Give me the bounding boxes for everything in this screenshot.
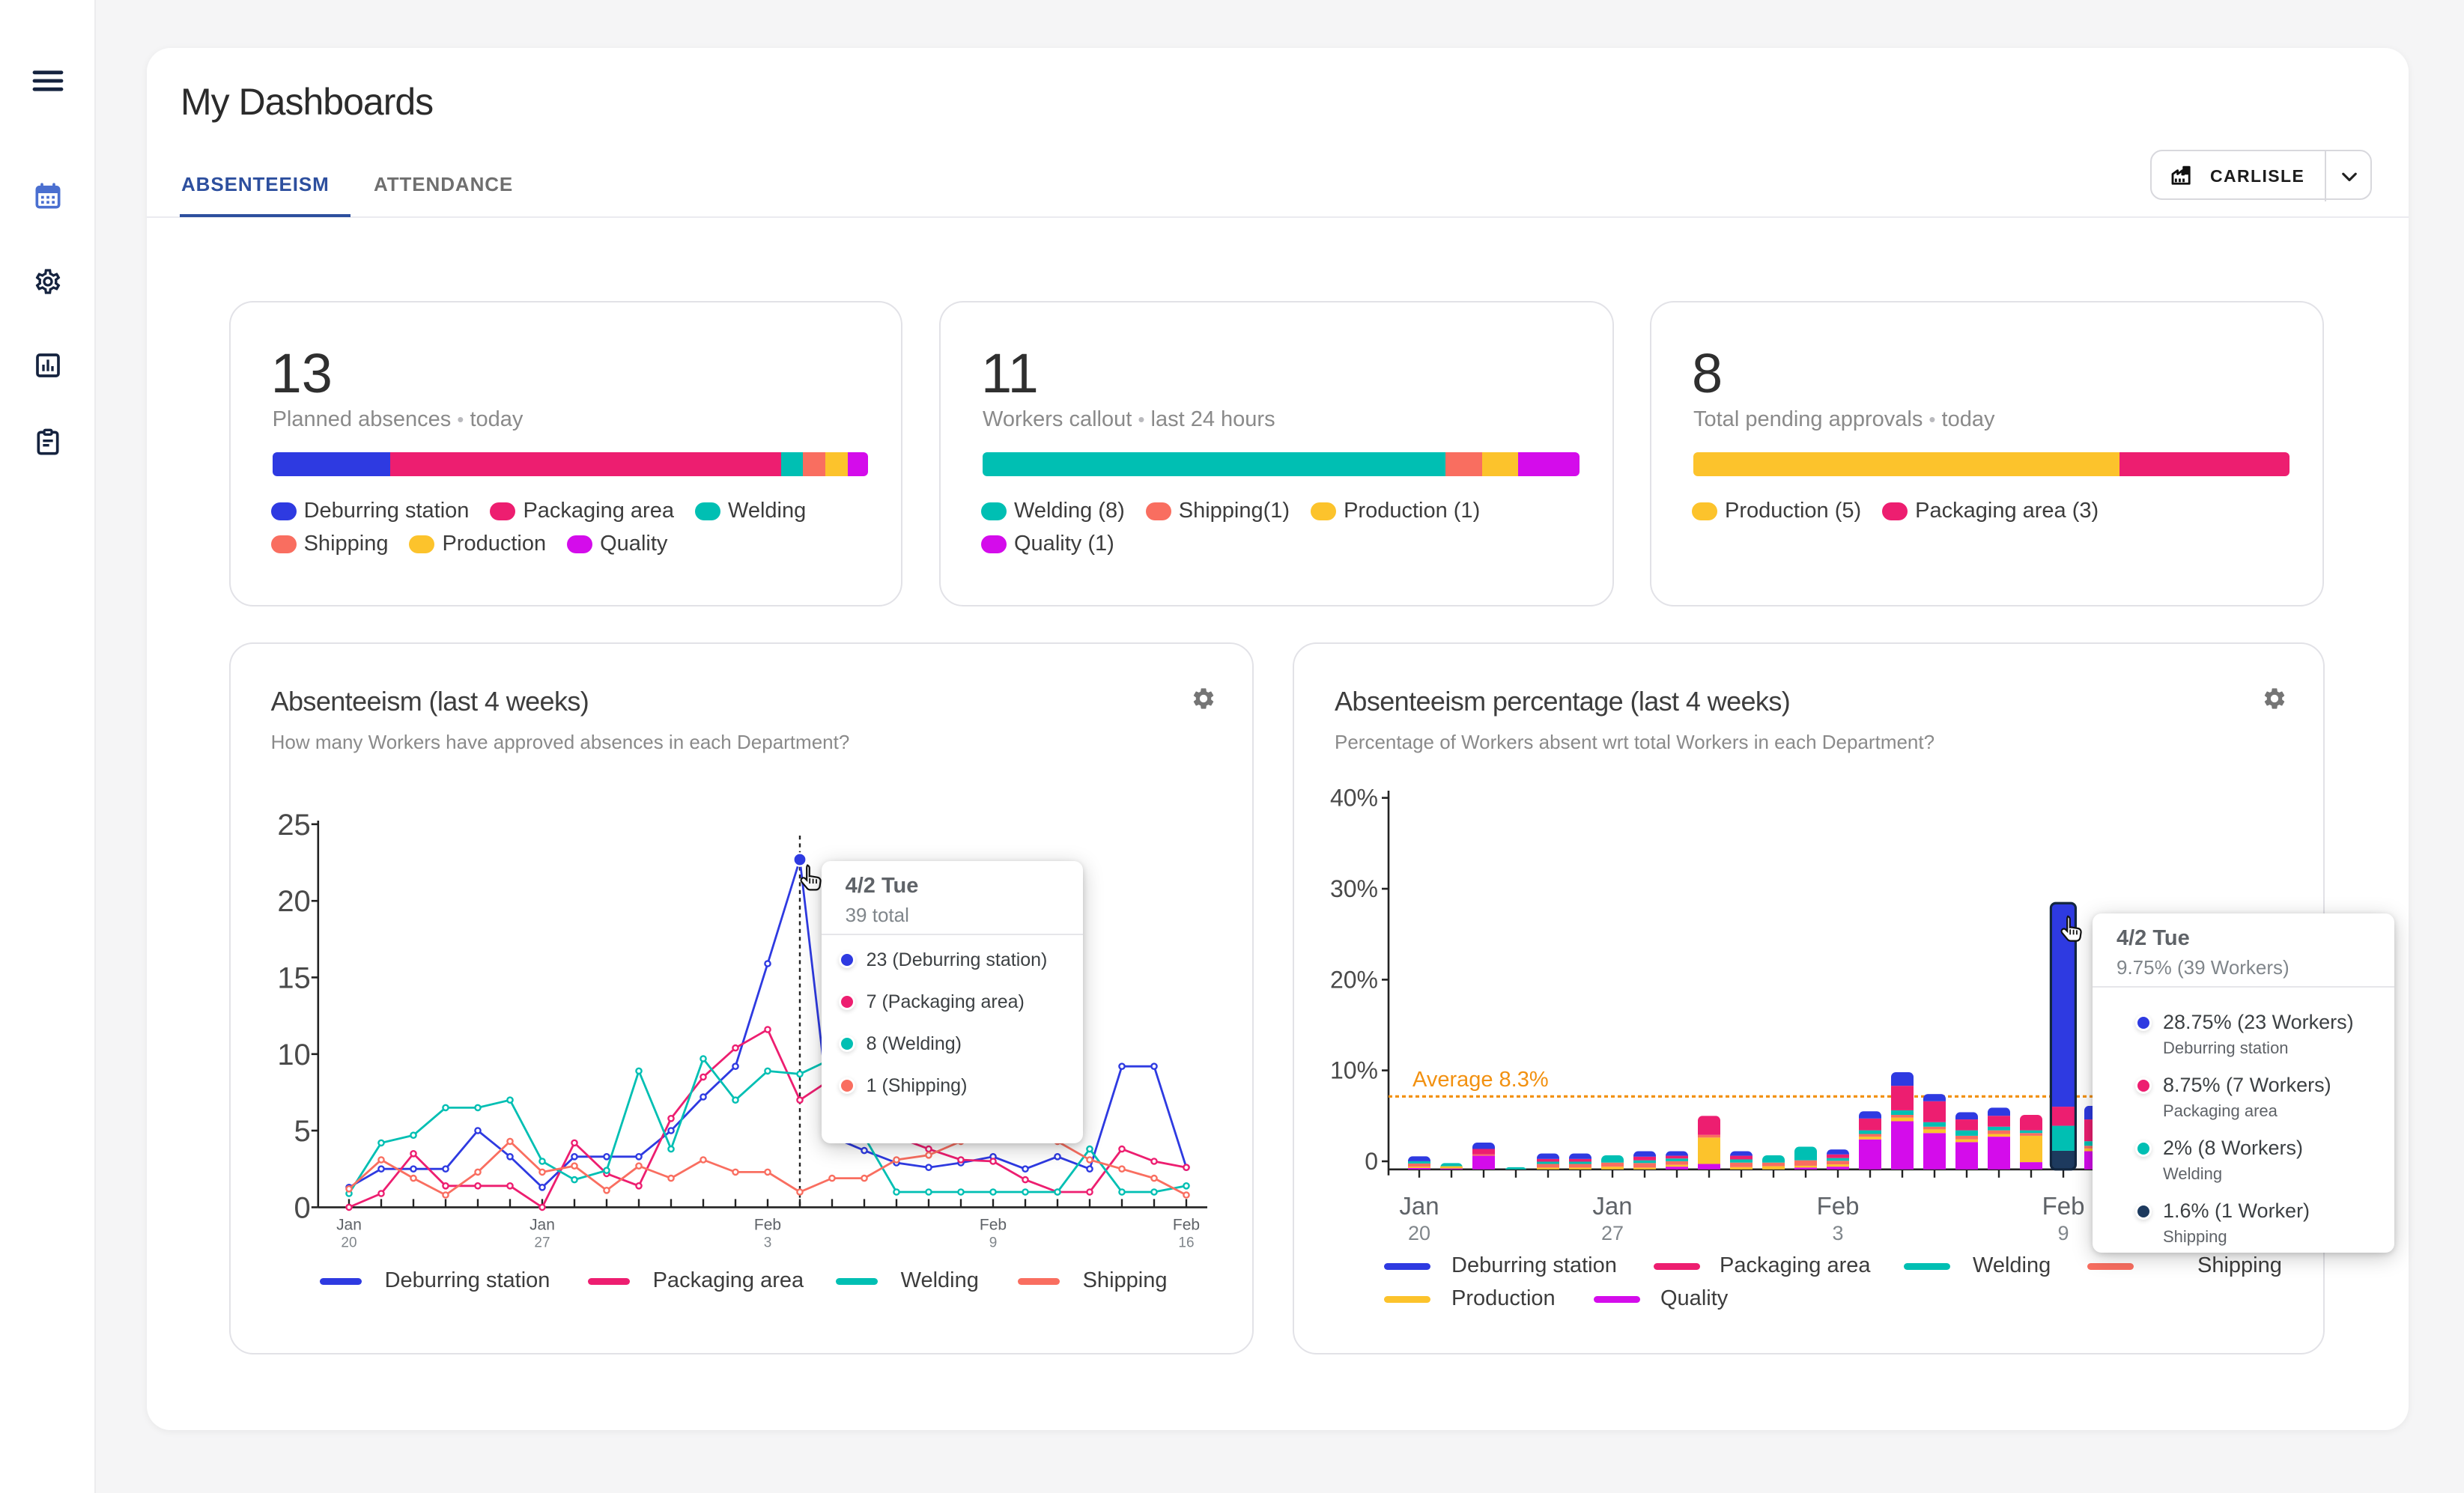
svg-text:9: 9 xyxy=(2057,1222,2069,1244)
svg-text:Feb: Feb xyxy=(2042,1192,2085,1220)
svg-text:9: 9 xyxy=(989,1235,997,1250)
svg-text:3: 3 xyxy=(1832,1222,1843,1244)
svg-text:16: 16 xyxy=(1178,1235,1194,1250)
svg-text:Average 8.3%: Average 8.3% xyxy=(1412,1068,1549,1092)
svg-text:25: 25 xyxy=(277,809,310,842)
svg-text:20: 20 xyxy=(1408,1222,1430,1244)
svg-text:27: 27 xyxy=(1601,1222,1624,1244)
svg-text:Feb: Feb xyxy=(1817,1192,1860,1220)
svg-text:0: 0 xyxy=(1365,1148,1378,1175)
svg-text:40%: 40% xyxy=(1330,785,1378,812)
svg-text:Jan: Jan xyxy=(1592,1192,1632,1220)
svg-text:10%: 10% xyxy=(1330,1057,1378,1084)
svg-text:10: 10 xyxy=(277,1039,310,1071)
svg-text:15: 15 xyxy=(277,961,310,994)
svg-text:20: 20 xyxy=(341,1235,356,1250)
svg-text:0: 0 xyxy=(294,1191,310,1224)
svg-text:5: 5 xyxy=(294,1115,310,1148)
svg-text:Jan: Jan xyxy=(529,1216,555,1233)
svg-text:Jan: Jan xyxy=(336,1216,362,1233)
svg-text:27: 27 xyxy=(534,1235,550,1250)
svg-text:Feb: Feb xyxy=(980,1216,1007,1233)
svg-text:20: 20 xyxy=(277,885,310,918)
svg-text:30%: 30% xyxy=(1330,875,1378,902)
svg-text:3: 3 xyxy=(763,1235,771,1250)
svg-text:Jan: Jan xyxy=(1399,1192,1439,1220)
svg-text:20%: 20% xyxy=(1330,966,1378,993)
svg-text:Feb: Feb xyxy=(754,1216,781,1233)
svg-text:Feb: Feb xyxy=(1172,1216,1199,1233)
